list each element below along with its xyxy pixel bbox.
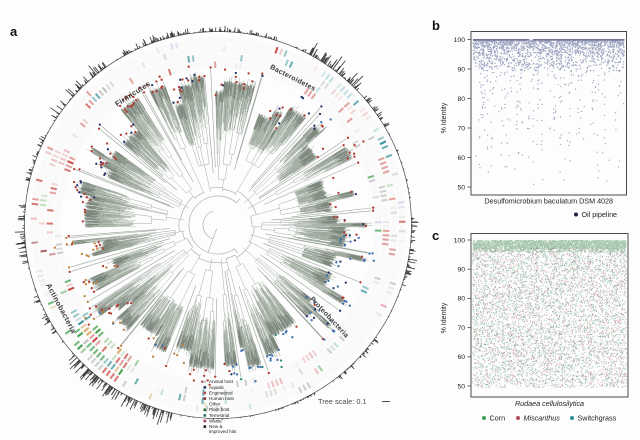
svg-text:Corn: Corn <box>490 414 506 423</box>
svg-text:60: 60 <box>457 354 465 361</box>
svg-text:Rudaea cellulosilytica: Rudaea cellulosilytica <box>515 399 584 408</box>
svg-text:60: 60 <box>457 155 465 162</box>
svg-text:80: 80 <box>457 296 465 303</box>
svg-text:% Identity: % Identity <box>441 102 448 133</box>
svg-text:% Identity: % Identity <box>441 302 448 333</box>
svg-text:Human host: Human host <box>209 396 234 401</box>
svg-text:Other: Other <box>209 402 221 407</box>
svg-text:b: b <box>432 18 440 33</box>
svg-text:70: 70 <box>457 325 465 332</box>
svg-text:Aquatic: Aquatic <box>209 385 225 390</box>
svg-text:90: 90 <box>457 66 465 73</box>
svg-text:50: 50 <box>457 383 465 390</box>
svg-text:80: 80 <box>457 96 465 103</box>
svg-text:Switchgrass: Switchgrass <box>578 414 617 423</box>
svg-text:Terrestrial: Terrestrial <box>209 413 229 418</box>
svg-text:Miscanthus: Miscanthus <box>524 414 561 423</box>
svg-text:100: 100 <box>454 237 466 244</box>
svg-text:c: c <box>432 228 439 243</box>
svg-text:70: 70 <box>457 125 465 132</box>
svg-text:50: 50 <box>457 184 465 191</box>
svg-text:Tree scale: 0.1: Tree scale: 0.1 <box>318 397 367 406</box>
svg-text:90: 90 <box>457 267 465 274</box>
svg-text:a: a <box>10 24 18 39</box>
svg-text:Oil pipeline: Oil pipeline <box>582 210 618 219</box>
svg-text:Waste: Waste <box>209 418 222 423</box>
svg-text:Engineered: Engineered <box>209 390 233 395</box>
svg-text:100: 100 <box>454 37 466 44</box>
svg-text:improved hits: improved hits <box>209 429 237 434</box>
svg-text:Plant host: Plant host <box>209 407 230 412</box>
svg-text:Desulfomicrobium baculatum DSM: Desulfomicrobium baculatum DSM 4028 <box>484 197 613 206</box>
svg-text:Animal host: Animal host <box>209 379 234 384</box>
svg-text:New &: New & <box>209 424 223 429</box>
